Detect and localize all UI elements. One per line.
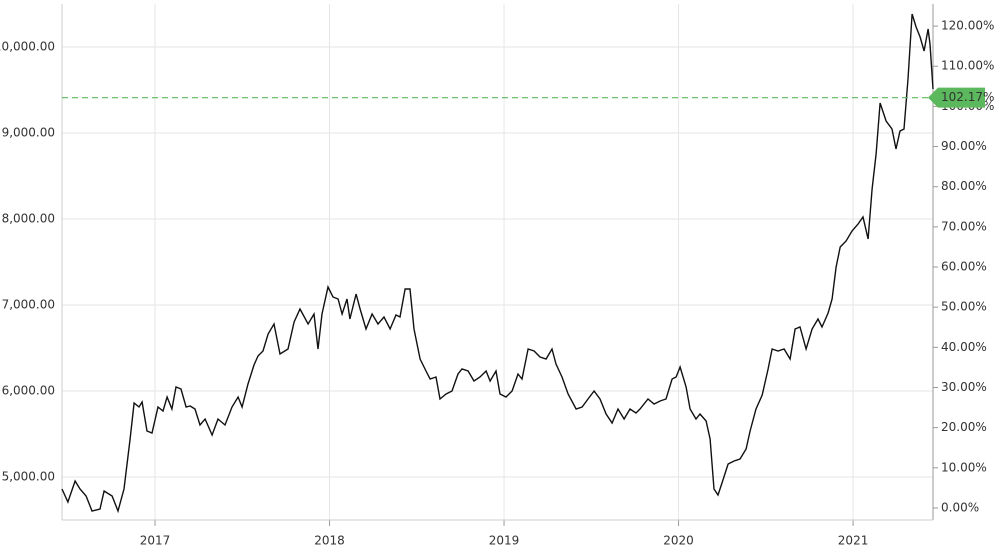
x-tick-label: 2017 bbox=[140, 534, 171, 548]
y2-tick-label: 40.00% bbox=[941, 340, 987, 354]
y-tick-label: 5,000.00 bbox=[2, 470, 55, 484]
x-tick-label: 2021 bbox=[838, 534, 869, 548]
y2-tick-label: 0.00% bbox=[941, 500, 979, 514]
y2-tick-label: 30.00% bbox=[941, 380, 987, 394]
x-tick-label: 2019 bbox=[489, 534, 520, 548]
y2-tick-label: 60.00% bbox=[941, 260, 987, 274]
y2-tick-label: 110.00% bbox=[941, 59, 994, 73]
y2-tick-label: 120.00% bbox=[941, 19, 994, 33]
x-tick-label: 2018 bbox=[314, 534, 345, 548]
series-line bbox=[61, 13, 934, 514]
y-tick-label: 7,000.00 bbox=[2, 298, 55, 312]
y-tick-label: 6,000.00 bbox=[2, 384, 55, 398]
y-tick-label: 8,000.00 bbox=[2, 212, 55, 226]
y2-tick-label: 80.00% bbox=[941, 179, 987, 193]
y2-tick-label: 90.00% bbox=[941, 139, 987, 153]
reference-label: 102.17% bbox=[941, 90, 994, 104]
x-tick-label: 2020 bbox=[663, 534, 694, 548]
y-tick-label: 9,000.00 bbox=[2, 126, 55, 140]
y2-tick-label: 50.00% bbox=[941, 300, 987, 314]
reference-badge bbox=[928, 87, 985, 108]
y2-tick-label: 70.00% bbox=[941, 219, 987, 233]
y2-tick-label: 20.00% bbox=[941, 420, 987, 434]
y2-tick-label: 10.00% bbox=[941, 460, 987, 474]
y-tick-label: 10,000.00 bbox=[0, 40, 55, 54]
